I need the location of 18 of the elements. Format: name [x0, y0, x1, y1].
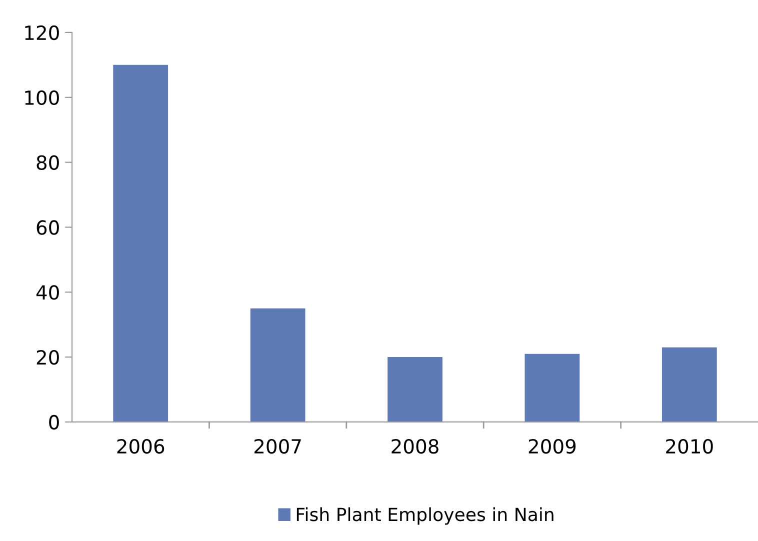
y-tick-label: 20	[36, 350, 59, 365]
x-tick-label: 2006	[117, 438, 164, 454]
legend-label: Fish Plant Employees in Nain	[296, 507, 554, 525]
bar	[388, 357, 442, 422]
bar	[113, 64, 168, 422]
x-tick-label: 2010	[666, 438, 713, 454]
y-tick-label: 80	[36, 155, 59, 170]
y-tick-label: 120	[25, 25, 59, 40]
x-tick-label: 2007	[254, 438, 301, 454]
x-tick-label: 2008	[392, 438, 438, 454]
bar	[250, 308, 306, 422]
y-tick-label: 100	[25, 90, 59, 106]
y-tick-label: 40	[36, 285, 59, 300]
y-tick-label: 60	[36, 220, 59, 235]
x-tick-label: 2009	[528, 438, 576, 454]
y-tick-label: 0	[49, 414, 59, 430]
bar	[524, 354, 580, 422]
bar	[662, 347, 717, 422]
